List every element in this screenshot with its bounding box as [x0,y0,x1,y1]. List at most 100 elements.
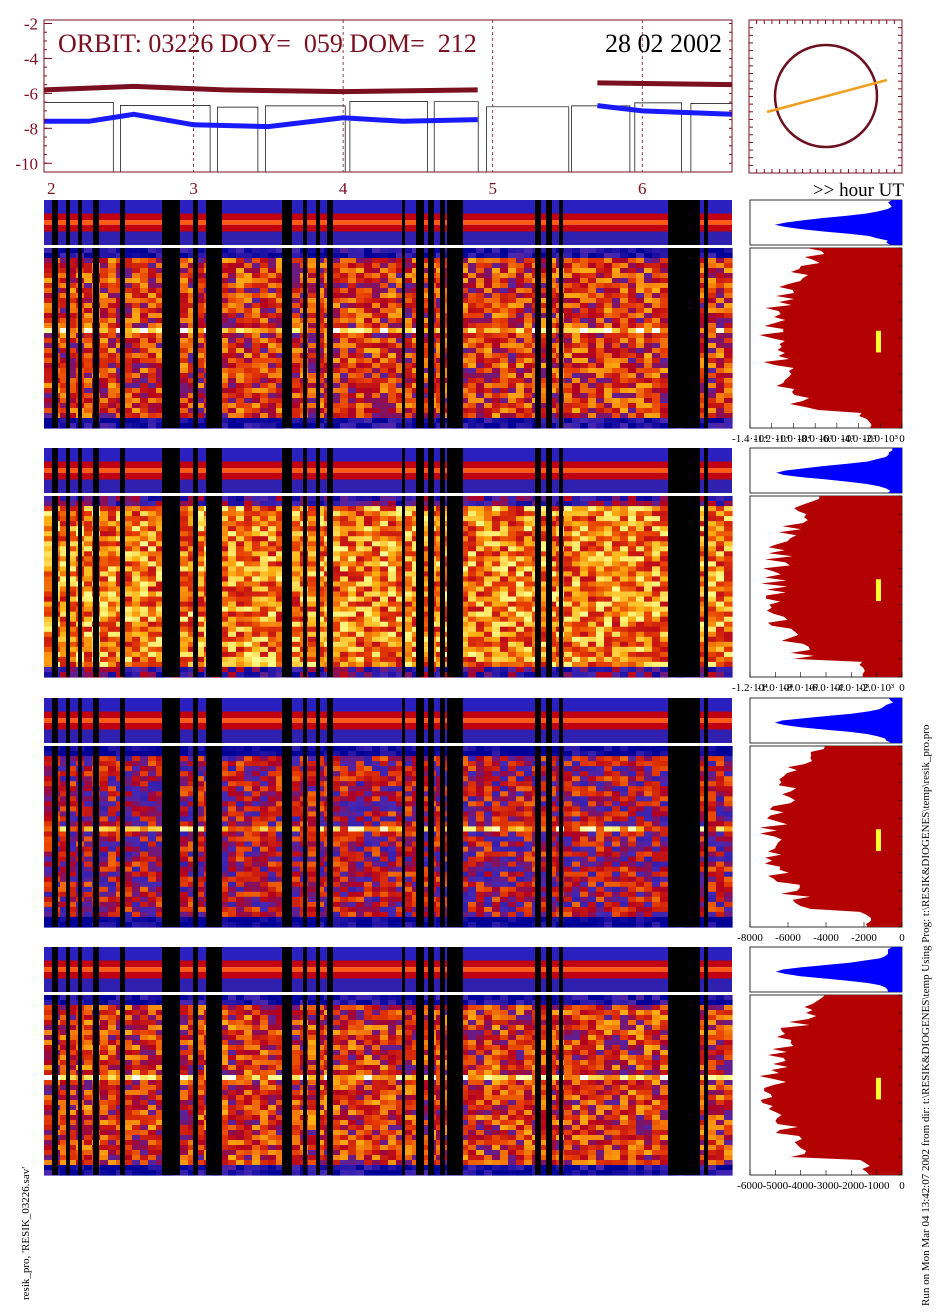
spectrogram-cell [588,258,597,264]
spectrogram-cell [60,672,69,678]
spectrogram-cell [124,328,133,334]
spectrogram-cell [476,318,485,324]
spectrogram-cell [188,566,197,572]
spectrogram-cell [228,611,237,618]
spectrogram-cell [244,576,253,582]
spectrogram-cell [260,576,269,582]
spectrogram-cell [404,611,413,618]
spectrogram-cell [68,368,77,374]
spectrogram-cell [124,636,133,643]
spectrogram-cell [132,323,141,329]
spectrogram-cell [84,293,93,299]
spectrogram-cell [100,496,109,502]
spectrogram-cell [68,501,77,507]
spectrogram-cell [468,333,477,339]
spectrogram-cell [396,358,405,364]
spectrogram-cell [292,308,301,314]
spectrogram-cell [156,496,165,502]
spectrogram-cell [228,551,237,557]
spectrogram-cell [388,616,397,623]
spectrogram-cell [580,348,589,354]
spectrogram-cell [348,656,357,663]
spectrogram-cell [220,378,229,384]
spectrogram-cell [124,646,133,653]
data-gap [447,248,463,428]
spectrogram-cell [148,672,157,678]
spectrogram-cell [140,248,149,254]
spectrogram-cell [396,621,405,628]
spectrogram-cell [396,496,405,502]
spectrogram-cell [396,318,405,324]
spectrogram-cell [148,566,157,572]
spectrogram-cell [516,363,525,369]
spectrogram-cell [716,328,725,334]
spectrogram-cell [228,606,237,613]
spectrogram-cell [276,308,285,314]
spectrogram-cell [388,353,397,359]
spectrogram-cell [292,393,301,399]
spectrogram-cell [316,323,325,329]
spectrogram-cell [372,248,381,254]
spectrogram-cell [716,318,725,324]
spectrogram-cell [372,672,381,678]
spectrogram-cell [68,506,77,512]
spectrogram-cell [548,353,557,359]
spectrogram-cell [588,303,597,309]
spectrogram-cell [484,358,493,364]
spectrogram-cell [540,368,549,374]
histogram-x-label: -4.0·10³ [841,433,877,445]
spectrogram-cell [316,616,325,623]
spectrogram-cell [548,378,557,384]
spectrogram-cell [108,531,117,537]
spectrogram-cell [132,283,141,289]
spectrogram-cell [348,546,357,552]
data-gap [93,200,99,245]
spectrogram-cell [500,268,509,274]
spectrogram-cell [612,363,621,369]
y-tick-label: -8 [24,119,38,138]
spectrogram-cell [260,298,269,304]
spectrogram-cell [588,308,597,314]
spectrogram-cell [44,541,53,547]
spectrogram-cell [124,591,133,598]
spectrogram-cell [628,293,637,299]
spectrogram-cell [196,631,205,638]
spectrogram-cell [60,248,69,254]
spectrogram-cell [356,343,365,349]
spectrogram-cell [60,661,69,668]
spectrogram-cell [100,672,109,678]
spectrogram-cell [124,318,133,324]
spectrogram-cell [60,506,69,512]
spectrogram-cell [220,511,229,517]
spectrogram-cell [180,308,189,314]
spectrogram-cell [196,403,205,409]
spectrogram-cell [236,581,245,588]
spectrogram-cell [340,531,349,537]
spectrogram-cell [604,388,613,394]
spectrogram-cell [364,526,373,532]
spectrogram-cell [388,323,397,329]
spectrogram-cell [100,561,109,567]
spectrogram-cell [548,388,557,394]
spectrogram-cell [724,318,733,324]
spectrogram-cell [188,258,197,264]
spectrogram-cell [84,368,93,374]
spectrogram-cell [716,373,725,379]
spectrogram-cell [396,353,405,359]
spectrogram-cell [308,383,317,389]
spectrogram-cell [388,273,397,279]
spectrogram-cell [268,651,277,658]
spectrogram-cell [220,343,229,349]
spectrogram-cell [220,501,229,507]
spectrogram-cell [156,651,165,658]
spectrogram-cell [372,408,381,414]
spectrogram-cell [716,348,725,354]
spectrogram-cell [268,393,277,399]
spectrogram-cell [140,413,149,419]
spectrogram-cell [124,511,133,517]
spectrogram-cell [100,318,109,324]
strip-band [44,448,732,462]
spectrogram-cell [340,253,349,259]
spectrogram-cell [124,666,133,673]
spectrogram-cell [372,526,381,532]
